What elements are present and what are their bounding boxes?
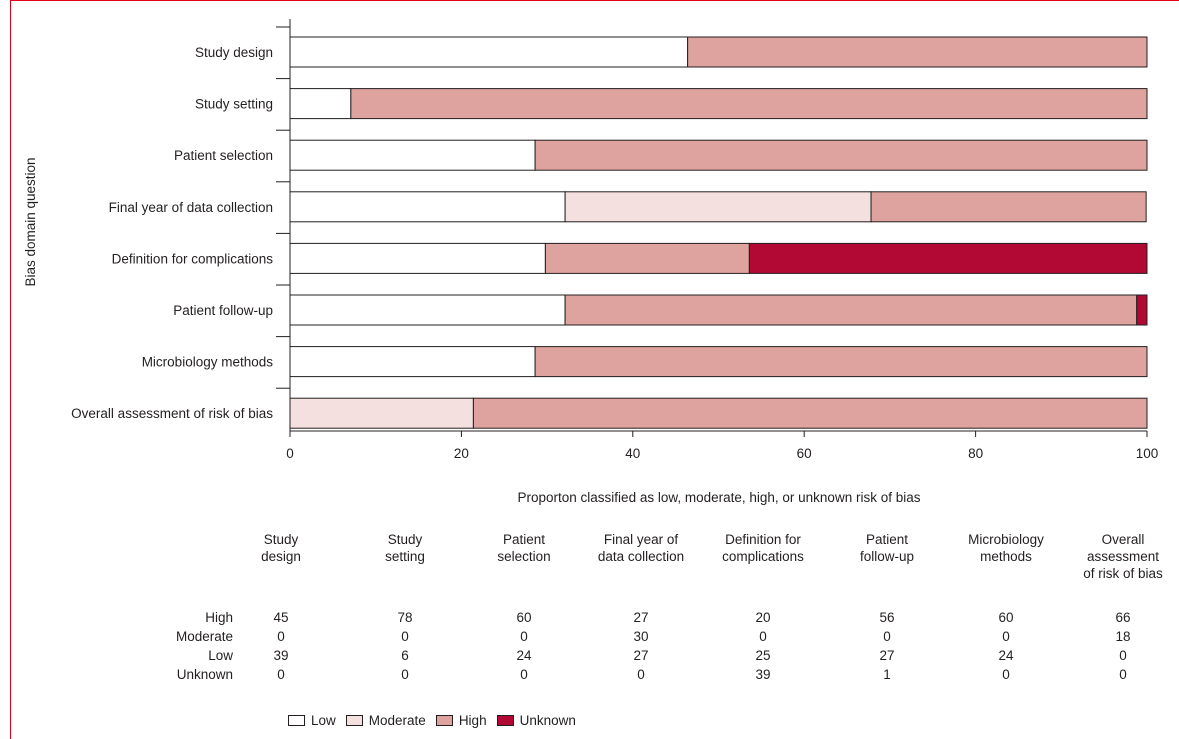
- category-label: Final year of data collection: [109, 200, 273, 215]
- bar-segment-high: [870, 191, 1147, 223]
- legend-label: Moderate: [368, 712, 426, 728]
- table-row-label: High: [205, 610, 233, 625]
- x-tick-label: 40: [625, 446, 640, 461]
- table-cell: 0: [1002, 667, 1010, 682]
- table-cell: 24: [516, 648, 532, 663]
- table-column-header: Study design: [261, 532, 301, 564]
- bar-segment-high: [534, 139, 1148, 171]
- legend-swatch: [496, 714, 514, 726]
- legend-label: Unknown: [519, 712, 576, 728]
- bar-segment-moderate: [564, 191, 872, 223]
- bar-segment-high: [544, 242, 750, 274]
- legend: Low Moderate High Unknown: [288, 710, 586, 730]
- table-column-header: Overall assessment of risk of bias: [1083, 532, 1163, 581]
- legend-swatch: [345, 714, 363, 726]
- x-tick-label: 100: [1136, 446, 1159, 461]
- y-axis-title: Bias domain question: [23, 157, 38, 286]
- category-label: Patient selection: [174, 148, 273, 163]
- table-cell: 0: [277, 629, 285, 644]
- bar-segment-high: [350, 88, 1148, 120]
- bar-segment-low: [289, 242, 546, 274]
- table-cell: 39: [755, 667, 771, 682]
- table-cell: 0: [1119, 667, 1127, 682]
- table-cell: 1: [883, 667, 891, 682]
- table-cell: 6: [401, 648, 409, 663]
- x-tick-label: 20: [454, 446, 469, 461]
- table-row-label: Low: [208, 648, 233, 663]
- table-cell: 27: [879, 648, 895, 663]
- table-cell: 66: [1115, 610, 1131, 625]
- category-label: Study design: [195, 45, 273, 60]
- bar-segment-low: [289, 139, 536, 171]
- bar-segment-unknown: [1136, 294, 1148, 326]
- table-cell: 0: [1119, 648, 1127, 663]
- bar-segment-low: [289, 36, 689, 68]
- x-tick-label: 80: [968, 446, 983, 461]
- bar-segment-high: [687, 36, 1148, 68]
- category-label: Microbiology methods: [142, 355, 274, 370]
- table-cell: 0: [520, 629, 528, 644]
- table-column-header: Patient selection: [497, 532, 551, 564]
- table-row-label: Moderate: [175, 629, 233, 644]
- legend-swatch: [288, 714, 305, 726]
- legend-label: Low: [311, 712, 336, 728]
- table-cell: 60: [998, 610, 1014, 625]
- table-cell: 0: [637, 667, 645, 682]
- bar-segment-low: [289, 88, 352, 120]
- table-cell: 27: [633, 648, 649, 663]
- bar-segment-low: [289, 346, 536, 378]
- table-column-header: Final year of data collection: [597, 532, 685, 564]
- table-cell: 0: [883, 629, 891, 644]
- table-cell: 25: [755, 648, 771, 663]
- legend-item: Unknown: [496, 712, 576, 728]
- table-cell: 56: [879, 610, 895, 625]
- table-cell: 18: [1115, 629, 1131, 644]
- bars-layer: [289, 36, 1148, 429]
- legend-item: High: [435, 712, 487, 728]
- table-column-header: Microbiology methods: [968, 532, 1044, 564]
- stacked-bar-chart: Study design Study setting Patient selecti…: [23, 19, 1158, 505]
- table-cell: 0: [401, 629, 409, 644]
- counts-table: Study design Study setting Patient selecti…: [0, 528, 1179, 688]
- table-row-label: Unknown: [176, 667, 233, 682]
- table-column-header: Definition for complications: [722, 532, 804, 564]
- table-cell: 30: [633, 629, 649, 644]
- legend-label: High: [458, 712, 487, 728]
- legend-item: Moderate: [345, 712, 426, 728]
- frame-top-border: [10, 0, 1179, 1]
- x-tick-label: 60: [797, 446, 812, 461]
- table-column-header: Patient follow-up: [859, 532, 915, 564]
- table-column-header: Study setting: [385, 532, 425, 564]
- bar-segment-high: [564, 294, 1138, 326]
- frame-left-border: [10, 0, 11, 739]
- table-cell: 78: [397, 610, 413, 625]
- table-cell: 39: [273, 648, 289, 663]
- table-cell: 0: [401, 667, 409, 682]
- x-axis-title: Proporton classified as low, moderate, h…: [518, 490, 921, 505]
- table-cell: 0: [759, 629, 767, 644]
- table-cell: 24: [998, 648, 1014, 663]
- category-label: Definition for complications: [112, 251, 274, 266]
- category-label: Study setting: [195, 97, 273, 112]
- table-cell: 0: [1002, 629, 1010, 644]
- bar-segment-low: [289, 294, 566, 326]
- bar-segment-low: [289, 191, 566, 223]
- table-cell: 27: [633, 610, 649, 625]
- legend-item: Low: [288, 713, 336, 728]
- category-label: Patient follow-up: [173, 303, 273, 318]
- bar-segment-moderate: [289, 397, 474, 429]
- bar-segment-high: [472, 397, 1148, 429]
- bar-segment-unknown: [748, 242, 1148, 274]
- table-cell: 60: [516, 610, 532, 625]
- legend-swatch: [435, 714, 453, 726]
- bar-segment-high: [534, 346, 1148, 378]
- table-cell: 45: [273, 610, 289, 625]
- table-cell: 20: [755, 610, 771, 625]
- table-cell: 0: [277, 667, 285, 682]
- table-cell: 0: [520, 667, 528, 682]
- x-tick-label: 0: [286, 446, 294, 461]
- axis-layer: Study design Study setting Patient selecti…: [71, 19, 1158, 461]
- category-label: Overall assessment of risk of bias: [71, 406, 273, 421]
